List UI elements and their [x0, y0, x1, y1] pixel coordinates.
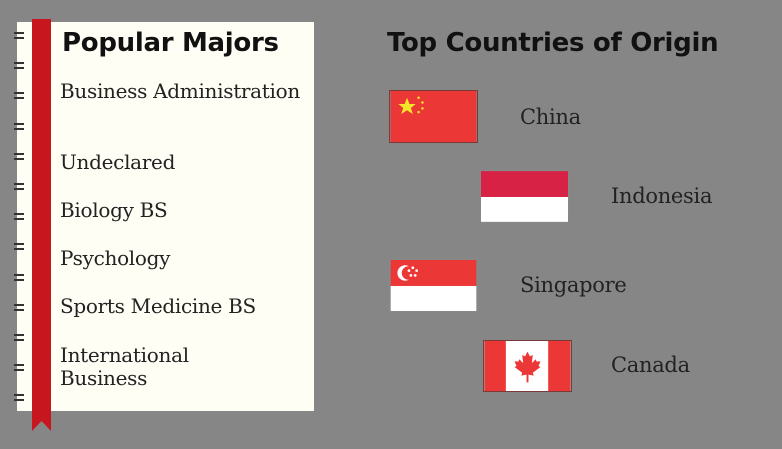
bookmark-ribbon-icon — [32, 19, 51, 431]
spiral-ring-icon — [14, 364, 24, 372]
major-item: Psychology — [60, 246, 171, 270]
spiral-ring-icon — [14, 303, 24, 311]
spiral-ring-icon — [14, 394, 24, 402]
spiral-ring-icon — [14, 334, 24, 341]
country-label: Canada — [611, 353, 690, 377]
spiral-ring-icon — [14, 273, 24, 281]
spiral-ring-icon — [14, 92, 24, 100]
spiral-ring-icon — [14, 152, 24, 160]
major-item: Business Administration — [60, 79, 300, 103]
country-label: Indonesia — [611, 184, 713, 208]
spiral-ring-icon — [14, 243, 24, 251]
indonesia-flag-icon — [480, 170, 569, 223]
country-label: China — [520, 105, 581, 129]
major-item: Undeclared — [60, 150, 176, 174]
spiral-ring-icon — [14, 62, 24, 70]
china-flag-icon — [389, 90, 478, 143]
spiral-ring-icon — [14, 213, 24, 221]
notebook-paper — [17, 22, 314, 411]
spiral-ring-icon — [14, 183, 24, 190]
canada-flag-icon — [483, 340, 572, 392]
spiral-ring-icon — [14, 122, 24, 130]
popular-majors-title: Popular Majors — [62, 28, 279, 58]
countries-title: Top Countries of Origin — [387, 28, 719, 58]
major-item: Sports Medicine BS — [60, 294, 256, 318]
major-item: International Business — [60, 343, 189, 390]
country-label: Singapore — [520, 273, 627, 297]
major-item: Biology BS — [60, 198, 168, 222]
spiral-ring-icon — [14, 32, 24, 39]
singapore-flag-icon — [389, 259, 478, 312]
